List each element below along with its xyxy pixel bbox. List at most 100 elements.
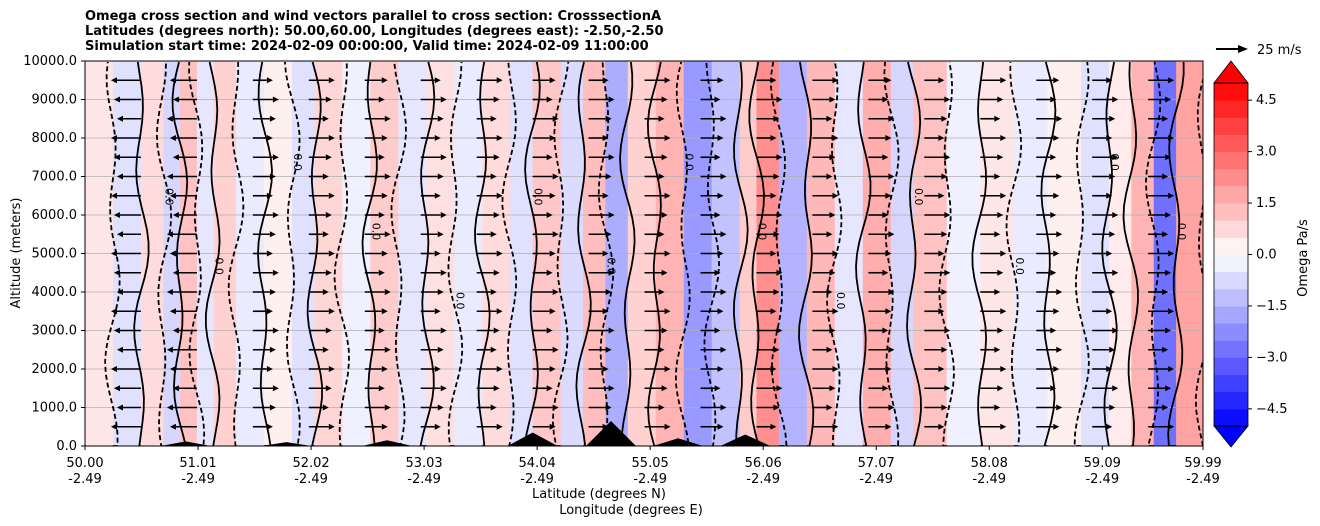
x-tick-label-lat: 53.03: [405, 456, 442, 471]
wind-vector: [868, 269, 889, 276]
wind-vector: [1148, 135, 1175, 141]
wind-vector: [1092, 423, 1113, 430]
wind-vector: [644, 404, 665, 411]
wind-vector: [110, 366, 141, 372]
wind-vector: [812, 96, 836, 103]
wind-vector: [364, 327, 385, 334]
wind-vector: [364, 385, 385, 392]
contour-line: [575, 61, 592, 446]
wind-vector: [172, 327, 197, 334]
wind-vector: [868, 173, 895, 180]
wind-vector: [169, 192, 197, 199]
colorbar-segment: [1214, 340, 1248, 358]
wind-vector: [113, 327, 141, 334]
x-tick-label-lon: -2.49: [68, 472, 102, 487]
y-tick-label: 0.0: [56, 439, 77, 454]
contour-line: [419, 61, 436, 446]
wind-vector: [420, 423, 441, 430]
wind-vector: [476, 289, 497, 295]
contour-line: [1040, 61, 1057, 446]
wind-vector: [980, 96, 1004, 103]
x-tick-label-lon: -2.49: [633, 472, 667, 487]
wind-vector: [252, 77, 273, 84]
x-tick-label-lon: -2.49: [746, 472, 780, 487]
wind-vector: [116, 404, 141, 411]
wind-vector: [644, 96, 668, 103]
wind-vector: [420, 173, 444, 180]
wind-vector: [924, 327, 951, 334]
wind-vector: [644, 154, 668, 161]
contour-line: [703, 61, 721, 446]
wind-vector: [532, 250, 556, 257]
wind-vector: [644, 135, 671, 141]
wind-vector: [1036, 212, 1057, 218]
y-axis-label: Altitude (meters): [9, 198, 24, 309]
wind-vector: [644, 366, 671, 372]
wind-vector: [1148, 269, 1172, 276]
wind-vector: [308, 154, 332, 161]
contour-line: [227, 61, 245, 446]
contour-line: [133, 61, 150, 446]
colorbar-tick-label: 0.0: [1256, 248, 1277, 263]
wind-vector: [364, 308, 388, 315]
contour-line: [1194, 76, 1203, 446]
wind-vector: [1092, 135, 1113, 141]
wind-vector: [980, 154, 1004, 161]
wind-vector: [1036, 154, 1057, 161]
wind-vector: [980, 77, 1007, 84]
contour-label: 0.0: [834, 292, 847, 310]
wind-vector: [700, 308, 724, 315]
wind-vector: [1148, 250, 1175, 257]
wind-vector: [868, 250, 892, 257]
wind-vector: [700, 154, 721, 161]
contour-line: [855, 61, 872, 446]
wind-vector: [308, 289, 329, 295]
colorbar-segment: [1214, 203, 1248, 221]
y-tick-label: 9000.0: [32, 93, 78, 108]
wind-vector: [980, 366, 1007, 372]
contour-line: [646, 61, 662, 446]
wind-vector: [980, 404, 1001, 411]
x-tick-label-lon: -2.49: [1186, 472, 1220, 487]
wind-vector: [756, 346, 780, 353]
wind-vector: [110, 192, 141, 199]
contour-label: 0.0: [162, 188, 175, 206]
contour-label: 0.0: [532, 188, 545, 206]
wind-vector: [1036, 385, 1057, 392]
contour-line: [155, 61, 173, 446]
chart-title-line-2: Latitudes (degrees north): 50.00,60.00, …: [85, 24, 664, 39]
wind-vector: [166, 289, 197, 295]
colorbar: −4.5 −3.0 −1.5 0.0 1.5 3.0 4.5: [1213, 60, 1288, 448]
colorbar-tick-label: −4.5: [1256, 402, 1288, 417]
colorbar-label: Omega Pa/s: [1296, 219, 1311, 297]
wind-vector: [812, 346, 833, 353]
wind-vector: [924, 212, 951, 218]
wind-vector: [308, 192, 335, 199]
wind-vector: [110, 250, 141, 257]
wind-vector: [812, 135, 839, 141]
wind-vector: [812, 212, 836, 218]
contour-line: [257, 61, 273, 446]
x-tick-label-lon: -2.49: [407, 472, 441, 487]
contour-line: [501, 61, 518, 446]
wind-vector: [924, 173, 948, 180]
wind-vector: [169, 366, 197, 372]
y-tick-label: 10000.0: [23, 54, 77, 69]
wind-vector: [532, 115, 559, 122]
wind-vector: [812, 269, 836, 276]
wind-vector: [172, 385, 197, 392]
wind-vector: [700, 212, 721, 218]
wind-vector: [644, 250, 671, 257]
x-tick-label-lon: -2.49: [520, 472, 554, 487]
contour-line: [597, 61, 615, 446]
wind-vector: [476, 192, 503, 199]
wind-vector: [532, 192, 556, 199]
contour-line: [1167, 61, 1185, 446]
wind-vector: [172, 154, 197, 161]
contour-line: [732, 61, 749, 446]
wind-vector: [113, 269, 141, 276]
wind-vector: [1148, 96, 1172, 103]
colorbar-tick-label: 4.5: [1256, 93, 1277, 108]
wind-vector: [532, 308, 556, 315]
wind-vector: [700, 404, 727, 411]
